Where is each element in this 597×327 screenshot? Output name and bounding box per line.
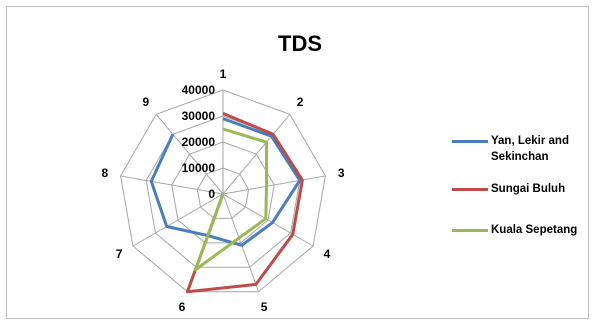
chart-area: [6, 6, 589, 319]
legend-swatch: [452, 229, 488, 232]
tick-label: 20000: [182, 135, 216, 149]
grid-spoke: [222, 175, 326, 195]
axis-labels: 0 10000 20000 30000 40000 1 2 3 4 5 6 7 8 9: [101, 67, 344, 314]
category-label: 4: [324, 247, 331, 261]
grid-spoke: [222, 114, 291, 195]
chart-title: TDS: [278, 31, 322, 56]
legend-item-yan: Yan, Lekir and Sekinchan: [452, 133, 591, 165]
series-lines: [149, 112, 304, 294]
grid-spoke: [120, 175, 224, 195]
grid-spoke: [222, 193, 260, 292]
tick-label: 10000: [182, 161, 216, 175]
grid-spoke: [155, 114, 224, 195]
legend-item-sungai-buluh: Sungai Buluh: [452, 181, 591, 197]
category-label: 8: [101, 166, 108, 180]
grid-ring: [196, 167, 250, 219]
tick-label: 0: [208, 187, 215, 201]
category-label: 9: [143, 95, 150, 109]
legend-swatch: [452, 188, 488, 191]
grid-spoke: [222, 193, 314, 247]
legend-item-kuala-sepetang: Kuala Sepetang: [452, 222, 591, 238]
legend-label: Sungai Buluh: [491, 183, 566, 195]
series-line-3: [193, 127, 269, 272]
series-line-2: [185, 112, 304, 294]
legend-label: Kuala Sepetang: [491, 224, 578, 236]
tick-label: 40000: [182, 83, 216, 97]
series-line-1: [149, 117, 302, 247]
category-label: 1: [220, 67, 227, 81]
legend-swatch: [452, 140, 488, 143]
grid-ring: [120, 89, 326, 293]
legend-label: Yan, Lekir and Sekinchan: [491, 135, 569, 163]
category-label: 7: [116, 247, 123, 261]
grid-spoke: [132, 193, 224, 247]
tick-label: 30000: [182, 109, 216, 123]
category-label: 5: [261, 300, 268, 314]
category-label: 3: [338, 166, 345, 180]
category-label: 6: [179, 300, 186, 314]
category-label: 2: [297, 95, 304, 109]
